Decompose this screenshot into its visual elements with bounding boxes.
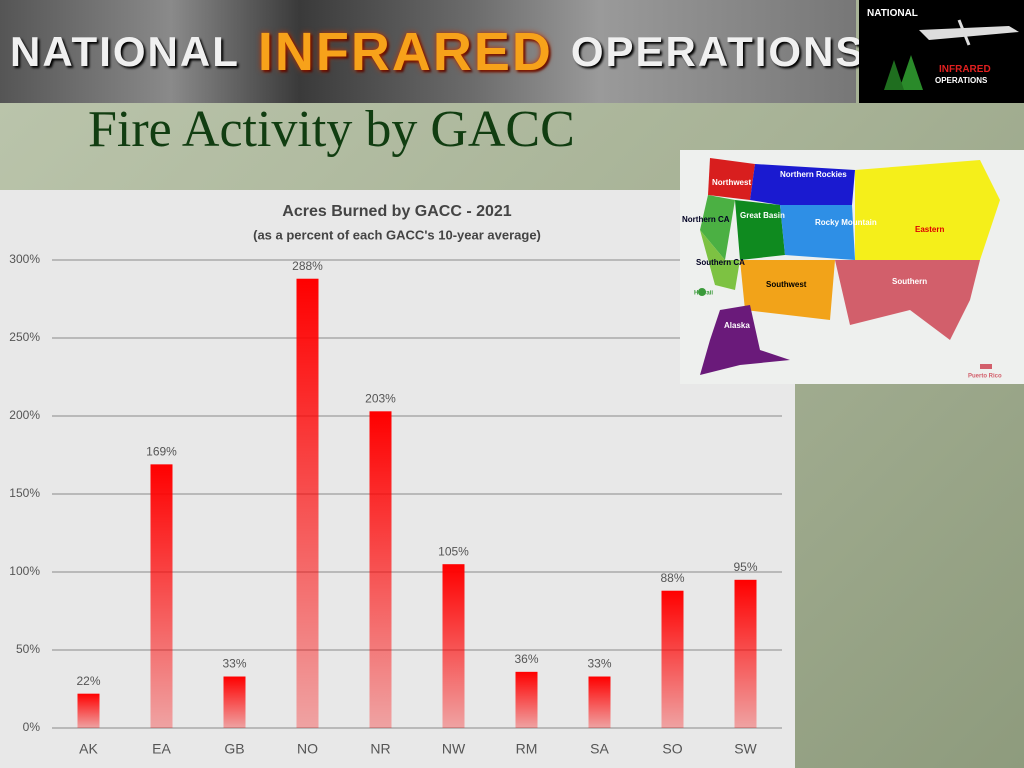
x-tick-label: EA: [152, 741, 171, 757]
map-label: Southern CA: [696, 258, 745, 267]
map-label: Puerto Rico: [968, 374, 1002, 380]
value-label: 203%: [365, 391, 396, 405]
map-label: Southwest: [766, 280, 807, 289]
logo-art: [884, 19, 1019, 90]
region: [698, 288, 706, 296]
map-label: Southern: [892, 277, 927, 286]
value-label: 288%: [292, 259, 323, 273]
region: [700, 305, 790, 375]
y-tick-label: 50%: [16, 642, 40, 656]
region: [780, 205, 855, 260]
value-label: 36%: [514, 652, 538, 666]
slide-title: Fire Activity by GACC: [88, 101, 575, 158]
value-label: 33%: [222, 657, 246, 671]
x-tick-label: GB: [224, 741, 244, 757]
map-label: Great Basin: [740, 211, 785, 220]
value-label: 22%: [76, 674, 100, 688]
region: [835, 260, 980, 340]
x-tick-label: SW: [734, 741, 757, 757]
bar: [296, 278, 319, 728]
region: [735, 200, 785, 260]
region: [700, 195, 735, 260]
x-tick-label: SA: [590, 741, 609, 757]
x-tick-label: SO: [662, 741, 682, 757]
bar: [77, 693, 100, 728]
logo: NATIONAL INFRARED OPERATIONS: [859, 0, 1024, 103]
x-tick-label: NR: [370, 741, 390, 757]
map-label: Alaska: [724, 321, 750, 330]
region: [750, 164, 855, 205]
region: [980, 364, 992, 369]
map: Northwest Northern Rockies Northern CA Grea…: [680, 150, 1024, 384]
region: [708, 158, 755, 200]
value-label: 88%: [660, 571, 684, 585]
chart: Acres Burned by GACC - 2021 (as a percen…: [0, 190, 795, 768]
value-label: 95%: [733, 560, 757, 574]
banner-word: INFRARED: [257, 21, 553, 82]
region: [855, 160, 1000, 265]
map-label: Northern Rockies: [780, 170, 847, 179]
bar: [734, 579, 757, 728]
bar: [369, 411, 392, 728]
bar: [515, 671, 538, 728]
logo-text: NATIONAL: [867, 8, 918, 19]
map-label: Rocky Mountain: [815, 218, 877, 227]
y-tick-label: 150%: [9, 486, 40, 500]
logo-text: INFRARED: [939, 64, 991, 75]
value-label: 105%: [438, 544, 469, 558]
bar: [661, 590, 684, 728]
bar: [588, 676, 611, 728]
chart-title: Acres Burned by GACC - 2021: [282, 203, 512, 220]
map-label: Northwest: [712, 178, 751, 187]
banner-word: NATIONAL: [10, 27, 240, 75]
x-tick-label: AK: [79, 741, 98, 757]
y-tick-label: 300%: [9, 252, 40, 266]
map-label: Eastern: [915, 225, 944, 234]
bar: [442, 564, 465, 728]
region: [740, 260, 835, 320]
y-tick-label: 200%: [9, 408, 40, 422]
map-label: Hawaii: [694, 291, 713, 297]
y-tick-label: 0%: [23, 720, 41, 734]
map-label: Northern CA: [682, 215, 730, 224]
banner: NATIONAL INFRARED OPERATIONS: [0, 0, 863, 103]
bar: [223, 676, 246, 728]
chart-subtitle: (as a percent of each GACC's 10-year ave…: [253, 227, 541, 242]
x-tick-label: RM: [516, 741, 538, 757]
value-label: 33%: [587, 657, 611, 671]
value-label: 169%: [146, 445, 177, 459]
y-tick-label: 250%: [9, 330, 40, 344]
bar: [150, 464, 173, 728]
logo-text: OPERATIONS: [935, 76, 988, 85]
y-tick-label: 100%: [9, 564, 40, 578]
x-tick-label: NW: [442, 741, 466, 757]
region: [700, 230, 740, 290]
x-tick-label: NO: [297, 741, 318, 757]
banner-word: OPERATIONS: [570, 27, 866, 75]
